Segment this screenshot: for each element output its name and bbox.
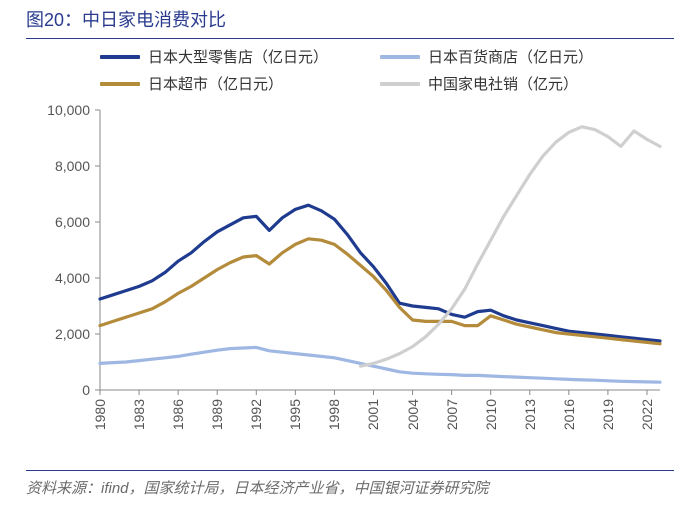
x-axis-label: 2010 (483, 399, 499, 430)
legend-label: 日本超市（亿日元） (148, 73, 283, 94)
x-axis-label: 2004 (405, 399, 421, 430)
y-axis-label: 0 (36, 382, 90, 398)
x-axis-label: 2013 (522, 399, 538, 430)
chart-title-row: 图20：中日家电消费对比 (26, 6, 674, 39)
x-axis-label: 1995 (287, 399, 303, 430)
chart-svg (36, 100, 676, 450)
chart-area: 0 2,000 4,000 6,000 8,000 10,000 1980 1983 1986 1… (36, 100, 676, 450)
legend-label: 日本百货商店（亿日元） (428, 46, 593, 67)
legend-item: 日本百货商店（亿日元） (380, 46, 650, 67)
y-axis-label: 10,000 (36, 102, 90, 118)
x-axis-label: 1992 (248, 399, 264, 430)
legend-label: 中国家电社销（亿元） (428, 73, 578, 94)
legend-label: 日本大型零售店（亿日元） (148, 46, 328, 67)
x-axis-label: 2019 (600, 399, 616, 430)
y-axis-label: 6,000 (36, 214, 90, 230)
y-axis-label: 2,000 (36, 326, 90, 342)
legend-item: 日本大型零售店（亿日元） (100, 46, 370, 67)
y-axis-label: 8,000 (36, 158, 90, 174)
legend-item: 中国家电社销（亿元） (380, 73, 650, 94)
x-axis-label: 1989 (209, 399, 225, 430)
legend-swatch (380, 55, 420, 59)
y-axis-label: 4,000 (36, 270, 90, 286)
x-axis-label: 2001 (365, 399, 381, 430)
source-row: 资料来源：ifind，国家统计局，日本经济产业省，中国银河证券研究院 (26, 470, 674, 498)
x-axis-label: 2022 (639, 399, 655, 430)
legend-swatch (100, 55, 140, 59)
legend-swatch (100, 82, 140, 86)
x-axis-label: 2007 (444, 399, 460, 430)
legend-item: 日本超市（亿日元） (100, 73, 370, 94)
x-axis-label: 1983 (131, 399, 147, 430)
legend-swatch (380, 82, 420, 86)
x-axis-label: 1980 (92, 399, 108, 430)
x-axis-label: 1986 (170, 399, 186, 430)
source-text: 资料来源：ifind，国家统计局，日本经济产业省，中国银河证券研究院 (26, 480, 489, 497)
x-axis-label: 1998 (326, 399, 342, 430)
x-axis-label: 2016 (561, 399, 577, 430)
legend: 日本大型零售店（亿日元） 日本百货商店（亿日元） 日本超市（亿日元） 中国家电社… (100, 46, 650, 94)
chart-title: 图20：中日家电消费对比 (26, 10, 226, 30)
